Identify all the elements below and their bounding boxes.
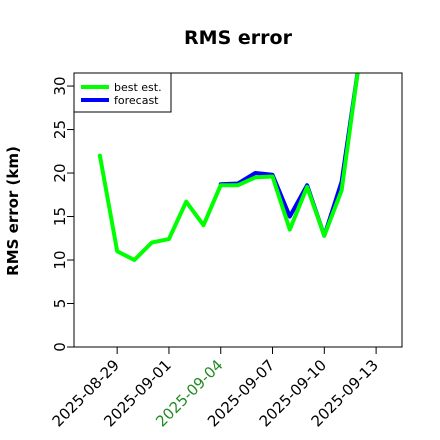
y-tick-label: 0 bbox=[51, 342, 69, 352]
legend-label: best est. bbox=[114, 81, 162, 94]
series-line-forecast bbox=[218, 73, 360, 238]
legend-box bbox=[73, 72, 172, 113]
series-line-best-est bbox=[97, 73, 360, 262]
y-tick-label: 15 bbox=[51, 207, 69, 226]
y-tick-label: 10 bbox=[51, 250, 69, 269]
x-axis: 2025-08-292025-09-012025-09-042025-09-07… bbox=[49, 347, 382, 430]
y-tick-label: 25 bbox=[51, 120, 69, 139]
y-axis: 0 5 10 15 20 25 30 bbox=[51, 77, 74, 352]
y-tick-label: 30 bbox=[51, 77, 69, 96]
legend: best est.forecast bbox=[73, 72, 172, 113]
y-tick-label: 20 bbox=[51, 163, 69, 182]
y-tick-label: 5 bbox=[51, 299, 69, 309]
plot-frame bbox=[73, 72, 403, 348]
y-axis-label: RMS error (km) bbox=[4, 146, 22, 276]
series-layer bbox=[97, 73, 360, 262]
chart-title: RMS error bbox=[184, 27, 293, 49]
legend-label: forecast bbox=[114, 94, 159, 107]
